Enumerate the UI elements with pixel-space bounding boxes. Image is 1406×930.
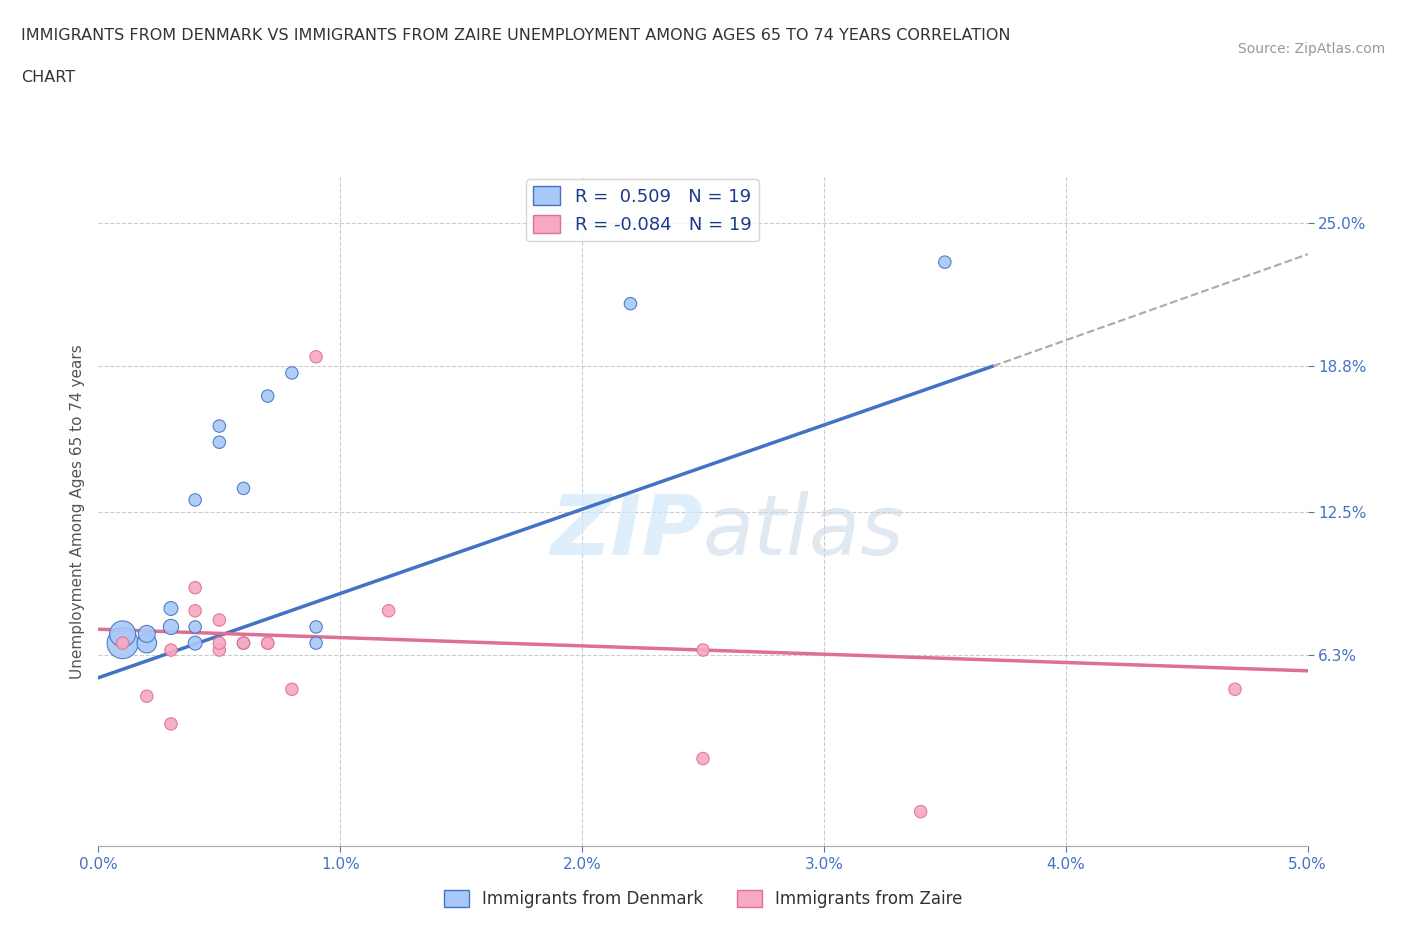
Point xyxy=(111,627,134,642)
Legend: Immigrants from Denmark, Immigrants from Zaire: Immigrants from Denmark, Immigrants from… xyxy=(437,884,969,915)
Text: ZIP: ZIP xyxy=(550,491,703,572)
Text: IMMIGRANTS FROM DENMARK VS IMMIGRANTS FROM ZAIRE UNEMPLOYMENT AMONG AGES 65 TO 7: IMMIGRANTS FROM DENMARK VS IMMIGRANTS FR… xyxy=(21,28,1011,43)
Y-axis label: Unemployment Among Ages 65 to 74 years: Unemployment Among Ages 65 to 74 years xyxy=(69,344,84,679)
Point xyxy=(111,636,134,651)
Point xyxy=(619,297,641,312)
Point xyxy=(232,636,254,651)
Point xyxy=(184,604,207,618)
Point xyxy=(692,643,714,658)
Point xyxy=(184,580,207,595)
Point xyxy=(160,601,183,616)
Point xyxy=(111,636,134,651)
Point xyxy=(160,716,183,731)
Point xyxy=(281,682,304,697)
Point xyxy=(135,689,157,704)
Point xyxy=(305,350,328,365)
Point xyxy=(208,435,231,450)
Point xyxy=(184,619,207,634)
Point xyxy=(910,804,932,819)
Point xyxy=(160,619,183,634)
Point xyxy=(305,619,328,634)
Point xyxy=(208,418,231,433)
Text: Source: ZipAtlas.com: Source: ZipAtlas.com xyxy=(1237,42,1385,56)
Point xyxy=(135,636,157,651)
Point xyxy=(256,636,278,651)
Point xyxy=(184,636,207,651)
Text: atlas: atlas xyxy=(703,491,904,572)
Point xyxy=(377,604,399,618)
Point xyxy=(135,627,157,642)
Point xyxy=(1223,682,1246,697)
Point xyxy=(160,643,183,658)
Text: CHART: CHART xyxy=(21,70,75,85)
Point xyxy=(692,751,714,766)
Point xyxy=(208,613,231,628)
Point xyxy=(934,255,956,270)
Point xyxy=(208,636,231,651)
Point xyxy=(305,636,328,651)
Point xyxy=(208,643,231,658)
Point xyxy=(232,481,254,496)
Point xyxy=(281,365,304,380)
Point xyxy=(256,389,278,404)
Point xyxy=(256,636,278,651)
Point xyxy=(184,493,207,508)
Point xyxy=(232,636,254,651)
